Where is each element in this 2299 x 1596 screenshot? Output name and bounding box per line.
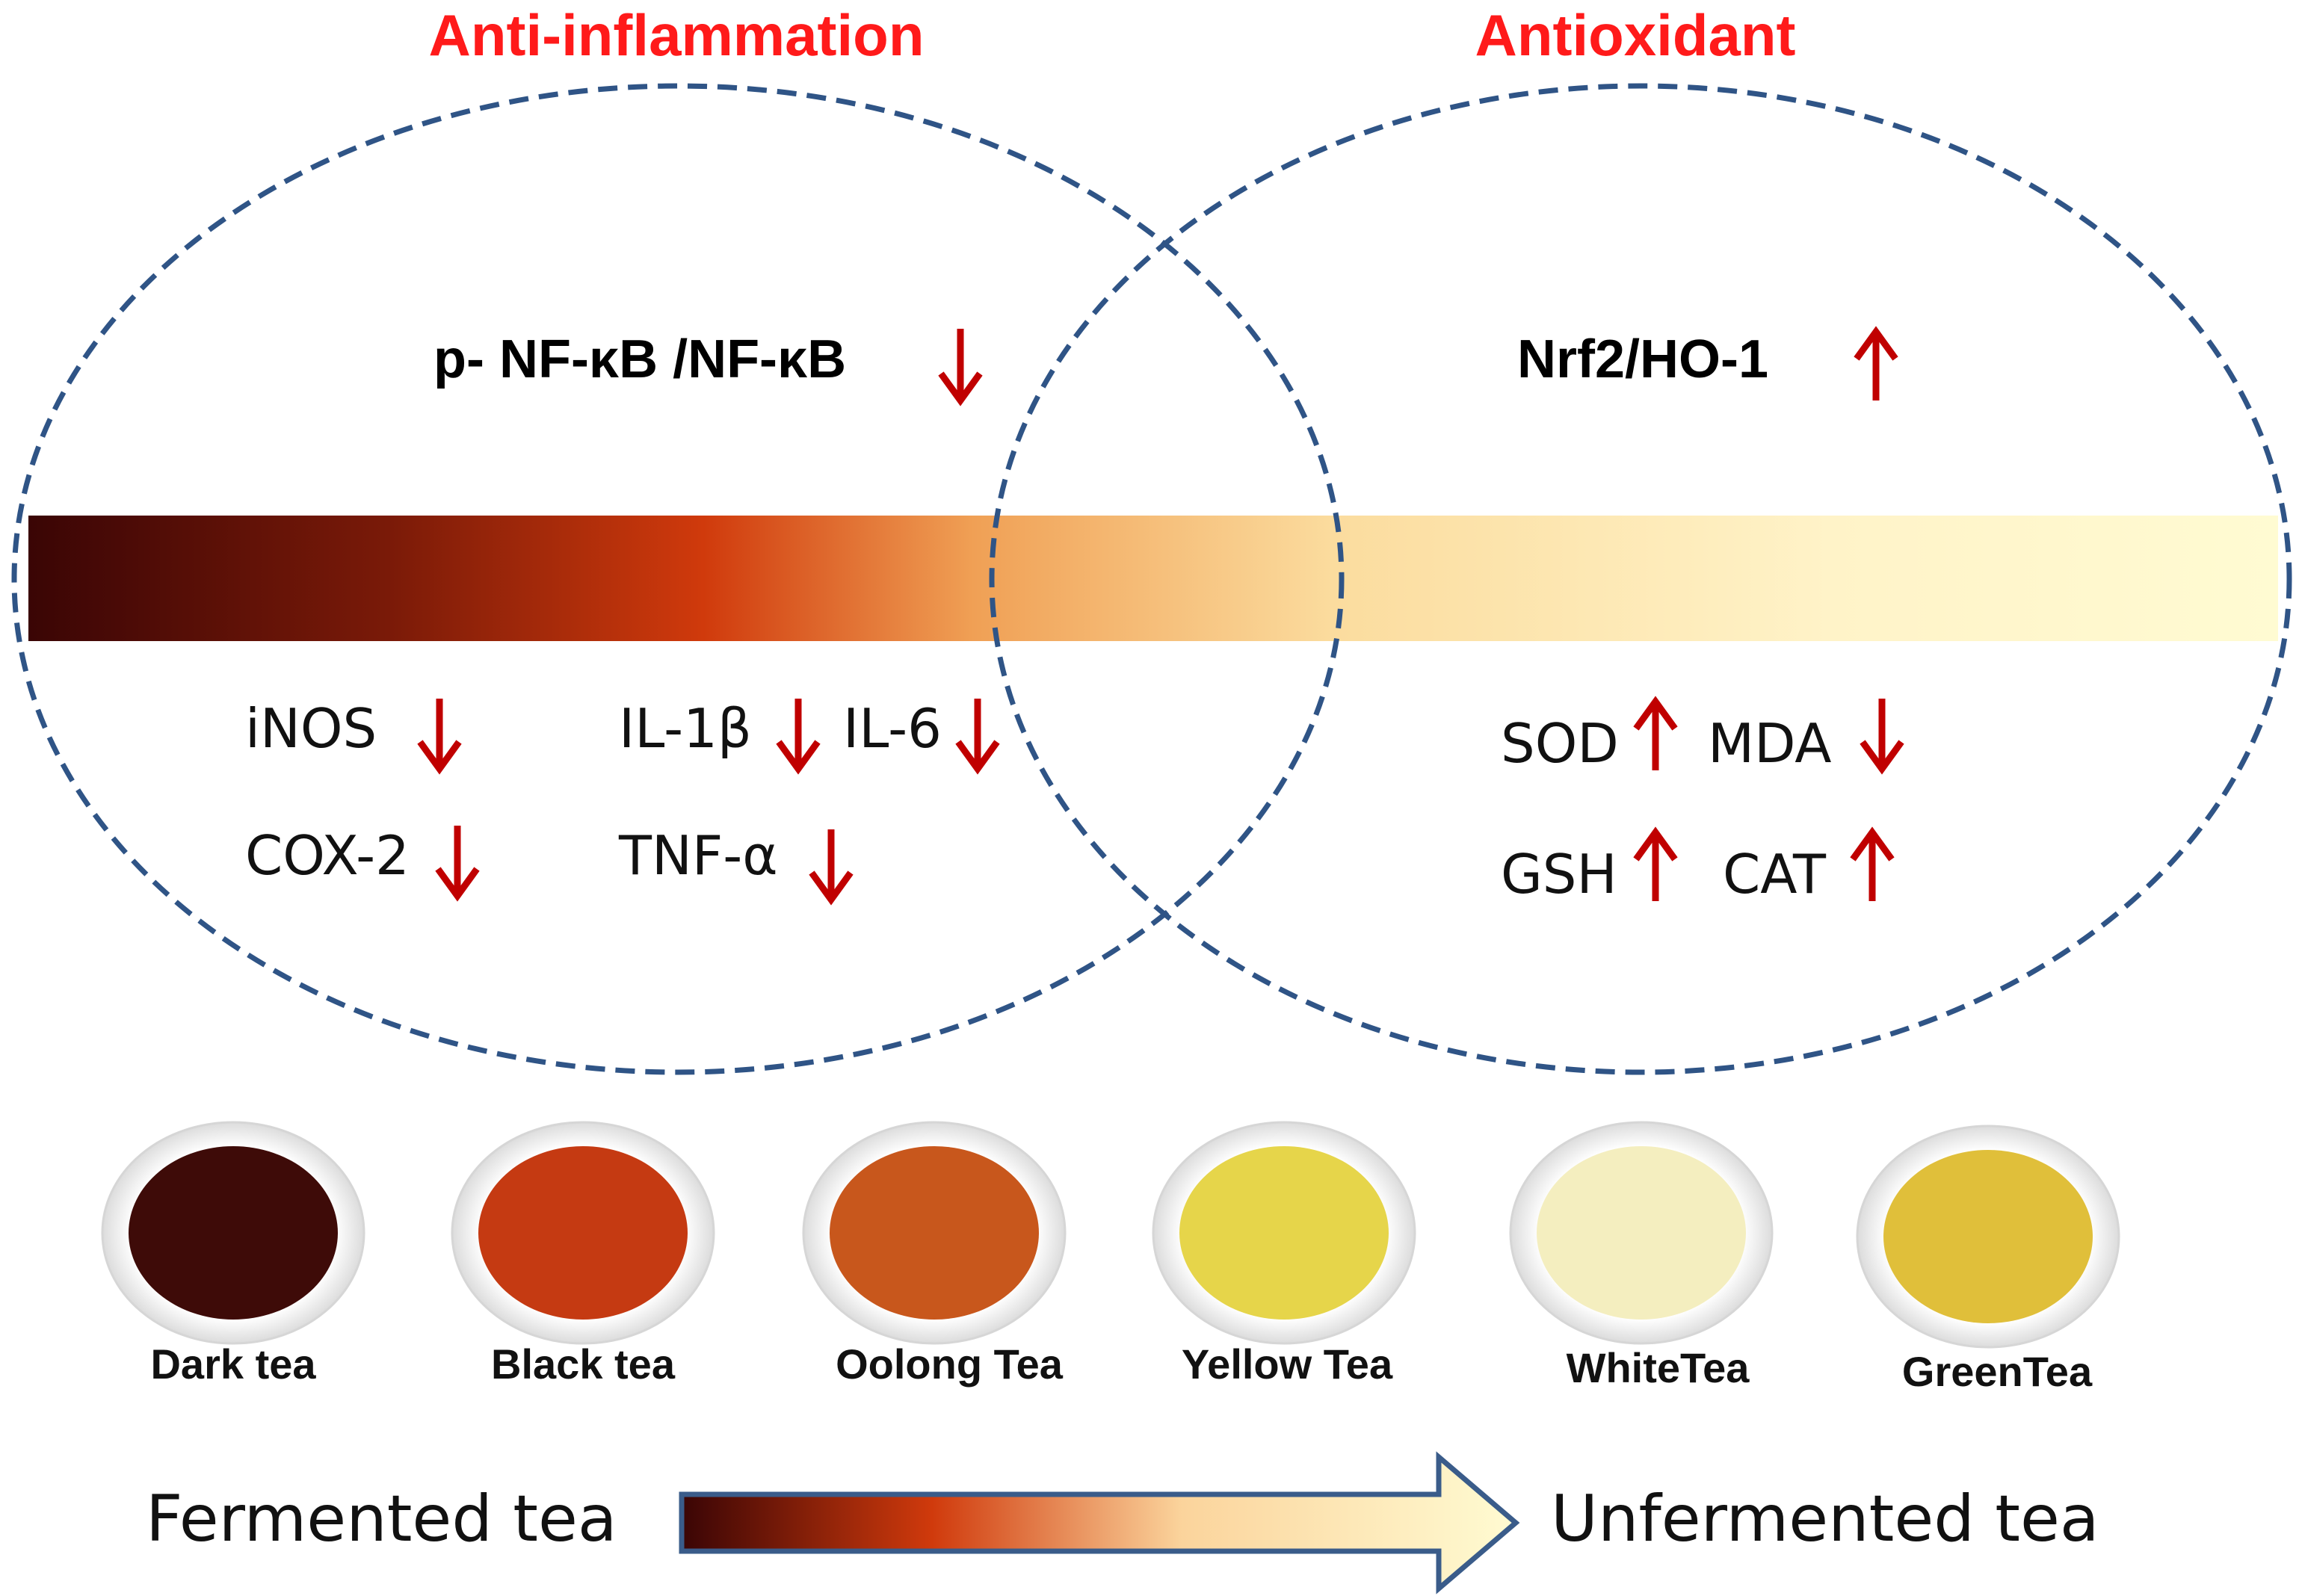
anti-inflammation-title: Anti-inflammation (429, 2, 925, 68)
marker-il6: IL-6 (843, 697, 942, 760)
tea-label-black: Black tea (491, 1340, 676, 1388)
up-arrow-icon (1633, 826, 1678, 901)
fermented-tea-label: Fermented tea (146, 1482, 617, 1556)
tea-cup-yellow (1152, 1121, 1416, 1345)
marker-inos: iNOS (245, 697, 377, 760)
tea-label-dark: Dark tea (150, 1340, 316, 1388)
marker-cox2: COX-2 (245, 824, 410, 887)
tea-label-green: GreenTea (1902, 1348, 2093, 1395)
antioxidant-ellipse (989, 83, 2292, 1075)
down-arrow-icon (809, 829, 854, 906)
nfkb-pathway-label: p- NF-κB /NF-κB (433, 330, 846, 389)
tea-label-white: WhiteTea (1567, 1344, 1750, 1391)
tea-cup-dark (101, 1121, 365, 1345)
down-arrow-icon (955, 699, 1000, 775)
marker-sod: SOD (1501, 712, 1619, 775)
down-arrow-icon (435, 826, 480, 902)
nrf2-pathway-label: Nrf2/HO-1 (1517, 330, 1768, 389)
marker-tnfa: TNF-α (618, 824, 778, 887)
tea-cup-green (1856, 1125, 2120, 1349)
anti-inflammation-ellipse (11, 83, 1345, 1075)
marker-il1b: IL-1β (619, 697, 752, 760)
up-arrow-icon (1633, 696, 1678, 770)
unfermented-tea-label: Unfermented tea (1551, 1482, 2099, 1556)
marker-cat: CAT (1723, 843, 1827, 906)
tea-label-yellow: Yellow Tea (1182, 1340, 1393, 1388)
up-arrow-icon (1850, 826, 1895, 901)
tea-cup-white (1509, 1121, 1774, 1345)
fermentation-direction-arrow (679, 1451, 1520, 1595)
down-arrow-icon (938, 329, 983, 406)
down-arrow-icon (417, 699, 462, 775)
marker-gsh: GSH (1501, 843, 1617, 906)
down-arrow-icon (1860, 699, 1904, 775)
tea-label-oolong: Oolong Tea (836, 1340, 1064, 1388)
down-arrow-icon (776, 699, 821, 775)
up-arrow-icon (1854, 326, 1898, 400)
tea-cup-black (451, 1121, 715, 1345)
fermentation-gradient-band (28, 516, 2278, 641)
antioxidant-title: Antioxidant (1475, 2, 1796, 68)
tea-cup-oolong (802, 1121, 1067, 1345)
marker-mda: MDA (1708, 712, 1832, 775)
